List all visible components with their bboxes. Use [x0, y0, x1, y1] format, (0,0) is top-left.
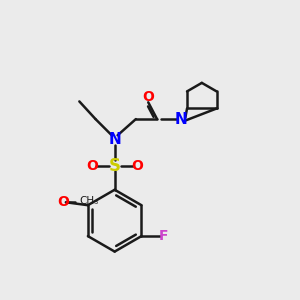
Text: N: N — [175, 112, 188, 127]
Text: F: F — [159, 229, 168, 243]
Text: O: O — [57, 195, 69, 209]
Text: O: O — [142, 90, 154, 104]
Text: S: S — [109, 157, 121, 175]
Text: N: N — [108, 132, 121, 147]
Text: O: O — [131, 159, 143, 172]
Text: O: O — [87, 159, 98, 172]
Text: CH₃: CH₃ — [79, 196, 98, 206]
